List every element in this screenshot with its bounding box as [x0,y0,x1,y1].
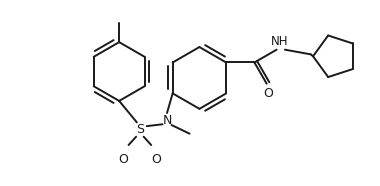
Text: NH: NH [271,35,288,48]
Text: O: O [151,153,161,166]
Text: S: S [136,124,144,136]
Text: O: O [119,153,128,166]
Text: O: O [264,87,274,100]
Text: N: N [162,114,172,127]
